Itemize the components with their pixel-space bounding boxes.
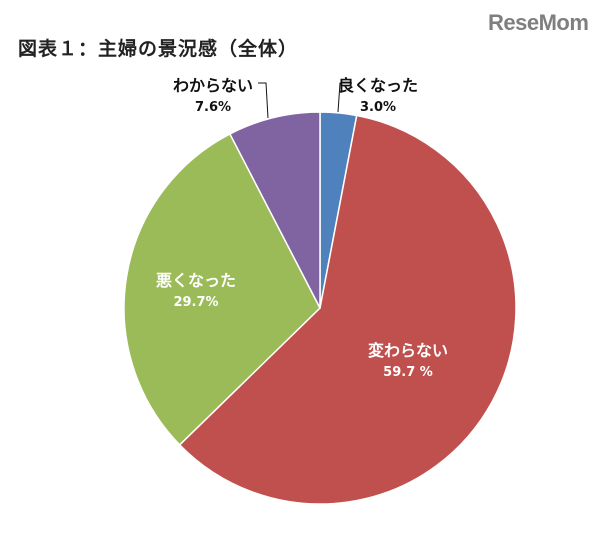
slice-label-3: 悪くなった 29.7%	[156, 271, 236, 310]
slice-value-label: 7.6%	[195, 100, 231, 115]
pie-slice-3	[123, 132, 321, 446]
leader-line-1	[337, 82, 352, 113]
leader-line-4	[258, 82, 269, 119]
slice-category-label: 悪くなった	[156, 271, 236, 290]
slice-label-2: 変わらない 59.7 %	[368, 341, 448, 380]
slice-category-label: わからない	[173, 76, 253, 95]
slice-value-label: 3.0%	[360, 100, 396, 115]
slice-label-4: わからない 7.6%	[173, 76, 253, 115]
pie-slice-4	[228, 111, 321, 309]
slice-category-label: 変わらない	[368, 341, 448, 360]
pie-slice-2	[178, 114, 517, 505]
slice-value-label: 59.7 %	[383, 365, 433, 380]
slice-category-label: 良くなった	[338, 76, 418, 95]
slice-value-label: 29.7%	[173, 295, 218, 310]
slice-label-1: 良くなった 3.0%	[338, 76, 418, 115]
resemom-logo: ReseMom	[488, 10, 589, 35]
chart-title: 図表１：主婦の景況感（全体）	[18, 38, 299, 60]
